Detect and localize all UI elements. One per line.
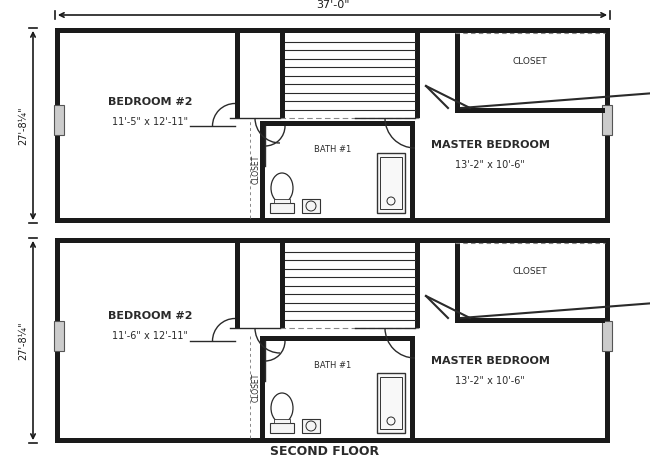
Bar [274, 199, 290, 203]
Bar [235, 33, 240, 118]
Bar [274, 419, 290, 423]
Bar [235, 243, 240, 328]
Bar [455, 33, 460, 113]
Text: BATH #1: BATH #1 [314, 145, 351, 154]
Bar [302, 419, 320, 433]
Text: CLOSET: CLOSET [513, 57, 547, 66]
Bar [280, 33, 285, 118]
Text: 11'-6" x 12'-11": 11'-6" x 12'-11" [112, 331, 188, 341]
Bar [265, 336, 415, 341]
Bar [54, 321, 63, 351]
Text: CLOSET: CLOSET [252, 155, 261, 184]
Bar [280, 243, 285, 328]
Text: 13'-2" x 10'-6": 13'-2" x 10'-6" [455, 160, 525, 169]
Bar [260, 121, 265, 218]
Bar [410, 121, 415, 218]
Bar [602, 321, 611, 351]
Bar [602, 105, 612, 135]
Bar [377, 153, 405, 213]
Bar [235, 33, 240, 118]
Bar [55, 238, 610, 243]
Text: CLOSET: CLOSET [513, 266, 547, 276]
Bar [380, 157, 402, 209]
Text: BEDROOM #2: BEDROOM #2 [108, 311, 192, 321]
Text: 27'-8¼": 27'-8¼" [18, 106, 28, 145]
Text: BEDROOM #2: BEDROOM #2 [108, 97, 192, 107]
Text: 11'-5" x 12'-11": 11'-5" x 12'-11" [112, 117, 188, 127]
Bar [55, 28, 610, 33]
Bar [55, 218, 610, 223]
Bar [602, 321, 612, 351]
Text: 27'-8¼": 27'-8¼" [18, 321, 28, 360]
Bar [265, 121, 415, 126]
Bar [380, 377, 402, 429]
Bar [235, 243, 240, 328]
Bar [605, 238, 610, 443]
Text: CLOSET: CLOSET [252, 373, 261, 402]
Text: MASTER BEDROOM: MASTER BEDROOM [430, 140, 549, 150]
Bar [415, 33, 420, 118]
Bar [55, 438, 610, 443]
Bar [302, 199, 320, 213]
Bar [270, 423, 294, 433]
Text: BATH #1: BATH #1 [314, 361, 351, 370]
Bar [54, 105, 64, 135]
Bar [415, 243, 420, 328]
Text: MASTER BEDROOM: MASTER BEDROOM [430, 356, 549, 366]
Bar [270, 203, 294, 213]
Bar [260, 336, 265, 438]
Bar [410, 336, 415, 438]
Bar [55, 238, 60, 443]
Text: SECOND FLOOR: SECOND FLOOR [270, 445, 380, 458]
Bar [54, 321, 64, 351]
Bar [377, 373, 405, 433]
Bar [605, 28, 610, 223]
Bar [455, 108, 605, 113]
Bar [602, 105, 611, 135]
Text: 13'-2" x 10'-6": 13'-2" x 10'-6" [455, 376, 525, 387]
Bar [455, 243, 460, 323]
Bar [455, 318, 605, 323]
Bar [54, 105, 63, 135]
Text: 37'-0": 37'-0" [316, 0, 349, 10]
Bar [55, 28, 60, 223]
